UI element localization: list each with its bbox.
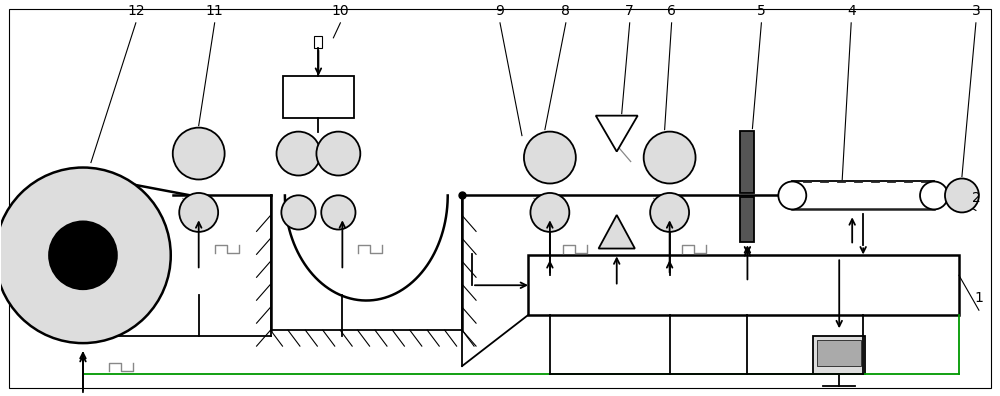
Bar xyxy=(740,131,754,194)
Text: 4: 4 xyxy=(847,4,856,18)
Circle shape xyxy=(0,168,171,343)
Circle shape xyxy=(530,193,569,232)
Circle shape xyxy=(945,179,979,212)
Bar xyxy=(813,336,865,374)
Text: 3: 3 xyxy=(972,4,980,18)
Circle shape xyxy=(281,195,316,230)
Text: 11: 11 xyxy=(206,4,224,18)
Text: 1: 1 xyxy=(974,291,983,305)
Circle shape xyxy=(778,181,806,209)
Circle shape xyxy=(316,131,360,175)
Circle shape xyxy=(179,193,218,232)
Circle shape xyxy=(920,181,948,209)
Circle shape xyxy=(644,131,696,183)
Bar xyxy=(740,198,754,242)
Circle shape xyxy=(524,131,576,183)
Text: 9: 9 xyxy=(496,4,504,18)
Circle shape xyxy=(321,195,355,230)
Bar xyxy=(283,76,354,118)
Text: 5: 5 xyxy=(757,4,766,18)
Polygon shape xyxy=(596,116,638,152)
Text: 2: 2 xyxy=(972,191,980,206)
Circle shape xyxy=(49,221,117,289)
Bar xyxy=(528,255,959,315)
Circle shape xyxy=(650,193,689,232)
Bar xyxy=(817,340,861,366)
Text: 8: 8 xyxy=(561,4,570,18)
Text: 12: 12 xyxy=(127,4,145,18)
Circle shape xyxy=(277,131,320,175)
Bar xyxy=(314,36,322,48)
Text: 6: 6 xyxy=(667,4,676,18)
Circle shape xyxy=(173,128,225,179)
Text: 7: 7 xyxy=(625,4,634,18)
Text: 10: 10 xyxy=(332,4,349,18)
Polygon shape xyxy=(599,215,635,249)
